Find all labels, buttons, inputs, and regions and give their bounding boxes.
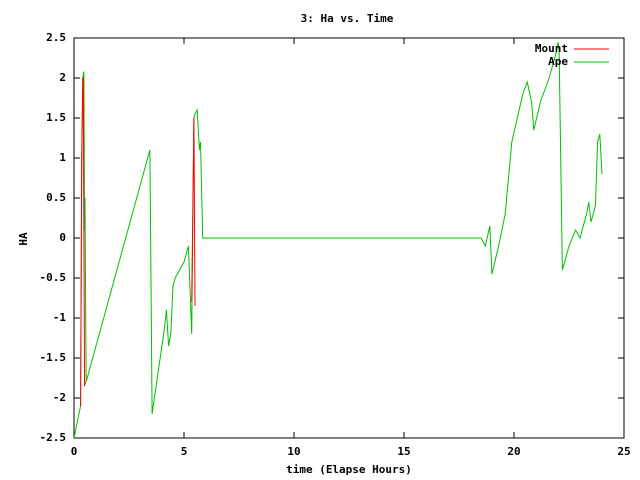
x-axis-label: time (Elapse Hours) bbox=[286, 463, 412, 476]
y-tick-label: -0.5 bbox=[40, 271, 67, 284]
y-tick-label: 1.5 bbox=[46, 111, 66, 124]
x-tick-label: 25 bbox=[617, 445, 630, 458]
y-tick-label: -1.5 bbox=[40, 351, 67, 364]
x-tick-label: 5 bbox=[181, 445, 188, 458]
y-tick-label: -2 bbox=[53, 391, 66, 404]
x-tick-label: 0 bbox=[71, 445, 78, 458]
legend-label: Ape bbox=[548, 55, 568, 68]
y-axis-label: HA bbox=[17, 232, 30, 246]
y-tick-label: 1 bbox=[59, 151, 66, 164]
legend-label: Mount bbox=[535, 42, 568, 55]
data-line bbox=[73, 41, 603, 439]
x-tick-label: 10 bbox=[287, 445, 300, 458]
data-line bbox=[191, 117, 196, 307]
y-tick-label: 0 bbox=[59, 231, 66, 244]
data-line bbox=[80, 77, 86, 407]
y-tick-label: 2.5 bbox=[46, 31, 66, 44]
x-tick-label: 15 bbox=[397, 445, 410, 458]
y-tick-label: -1 bbox=[53, 311, 67, 324]
y-tick-label: 0.5 bbox=[46, 191, 66, 204]
y-tick-label: -2.5 bbox=[40, 431, 67, 444]
chart-title: 3: Ha vs. Time bbox=[301, 12, 394, 25]
y-tick-label: 2 bbox=[59, 71, 66, 84]
x-tick-label: 20 bbox=[507, 445, 520, 458]
